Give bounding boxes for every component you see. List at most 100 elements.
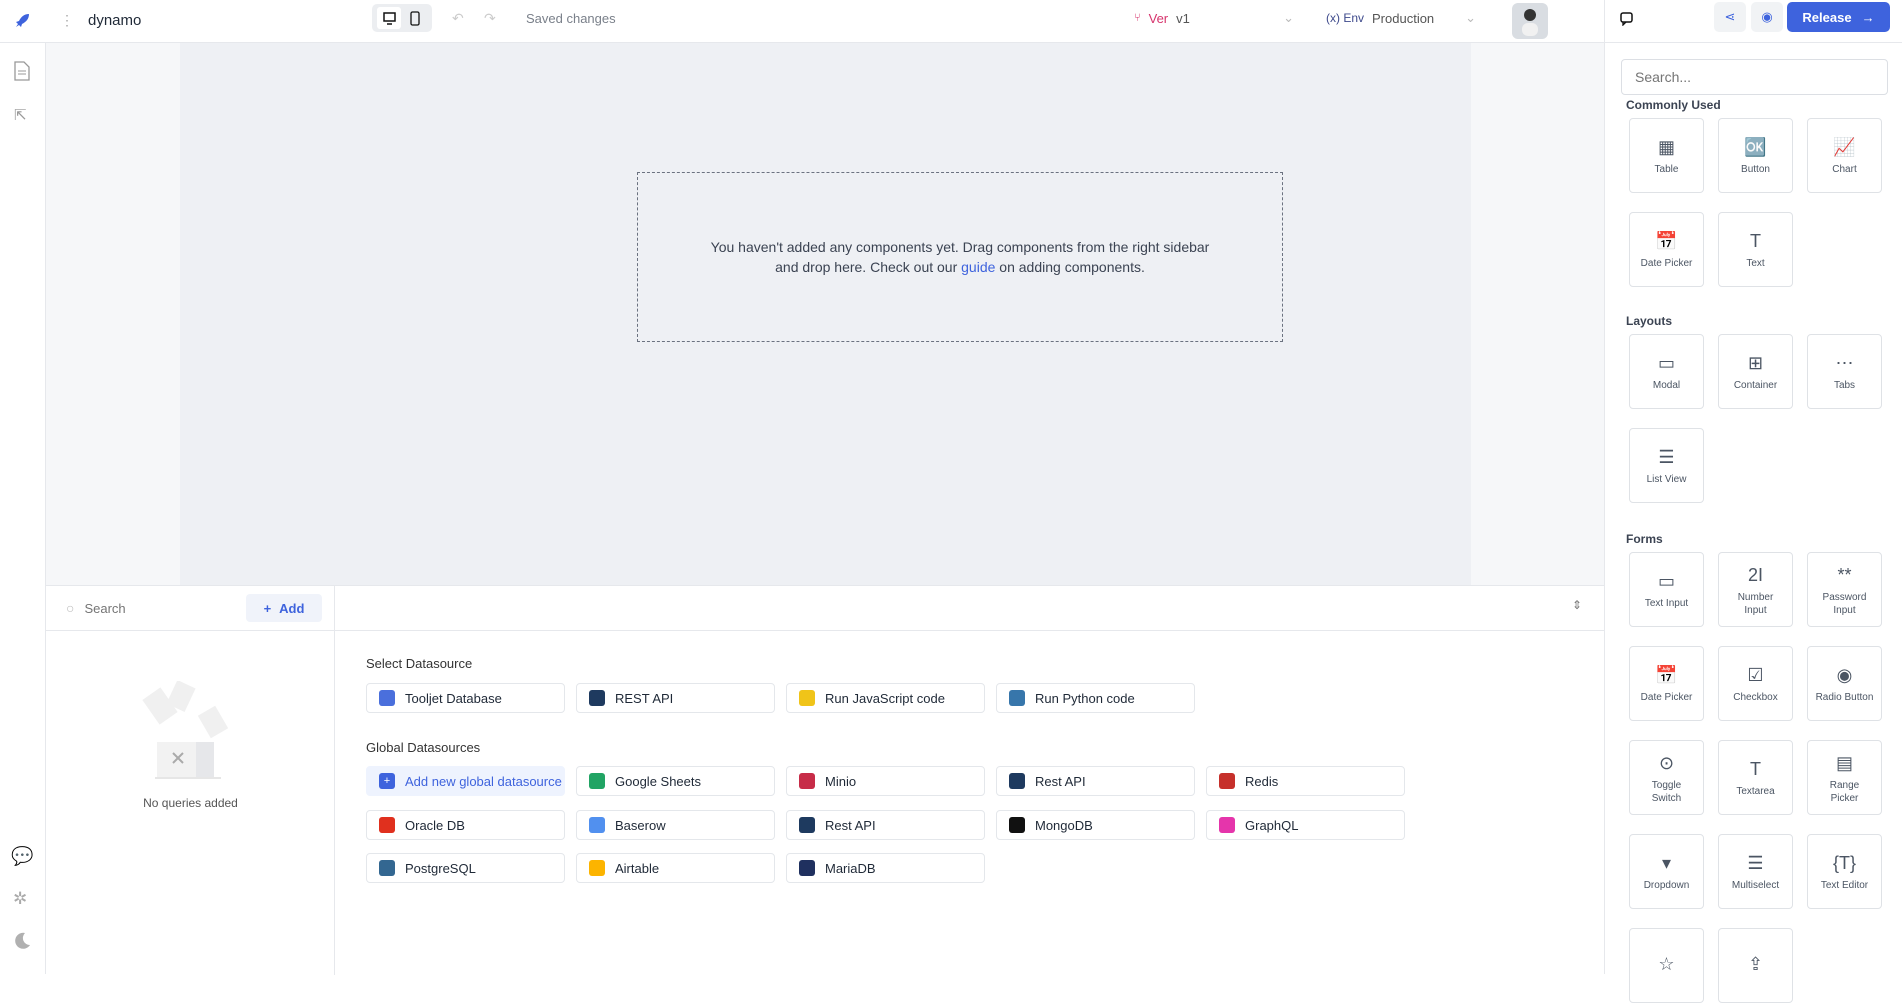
datasource-minio-button[interactable]: Minio bbox=[786, 766, 985, 796]
empty-folder-illustration bbox=[141, 679, 231, 784]
left-rail: ⇱ 💬 ✲ bbox=[0, 43, 46, 974]
multiselect-icon: ☰ bbox=[1747, 853, 1764, 873]
component-label: Dropdown bbox=[1643, 880, 1690, 891]
oracle-icon bbox=[379, 817, 395, 833]
datasource-label: Run Python code bbox=[1035, 690, 1135, 706]
app-canvas[interactable]: You haven't added any components yet. Dr… bbox=[180, 43, 1471, 585]
mobile-icon[interactable] bbox=[403, 10, 427, 26]
datasource-label: Airtable bbox=[615, 860, 660, 876]
datasource-oracle-db-button[interactable]: Oracle DB bbox=[366, 810, 565, 840]
empty-canvas-dropzone[interactable]: You haven't added any components yet. Dr… bbox=[637, 172, 1283, 342]
component-date-picker[interactable]: 📅 Date Picker bbox=[1629, 212, 1704, 287]
debugger-bug-icon[interactable]: ✲ bbox=[13, 889, 28, 908]
component-date-picker[interactable]: 📅 Date Picker bbox=[1629, 646, 1704, 721]
datasource-rest-api-button[interactable]: Rest API bbox=[786, 810, 985, 840]
rest-api-icon bbox=[799, 817, 815, 833]
datasource-selector: Select Datasource Tooljet Database REST A… bbox=[335, 586, 1604, 975]
component-label: Toggle Switch bbox=[1651, 779, 1682, 804]
datasource-run-python-code-button[interactable]: Run Python code bbox=[996, 683, 1195, 713]
datasource-graphql-button[interactable]: GraphQL bbox=[1206, 810, 1405, 840]
component-checkbox[interactable]: ☑ Checkbox bbox=[1718, 646, 1793, 721]
component-item[interactable]: ⇪ bbox=[1718, 928, 1793, 1003]
component-number-input[interactable]: 2I Number Input bbox=[1718, 552, 1793, 627]
component-range-picker[interactable]: ▤ Range Picker bbox=[1807, 740, 1882, 815]
datasource-label: Redis bbox=[1245, 773, 1279, 789]
checkbox-icon: ☑ bbox=[1747, 665, 1764, 685]
version-select[interactable]: ⑂ Ver v1 ⌄ bbox=[1134, 10, 1294, 26]
component-button[interactable]: 🆗 Button bbox=[1718, 118, 1793, 193]
undo-icon[interactable]: ↶ bbox=[452, 10, 464, 26]
datasource-baserow-button[interactable]: Baserow bbox=[576, 810, 775, 840]
section-title: Commonly Used bbox=[1626, 98, 1721, 112]
app-name[interactable]: dynamo bbox=[88, 12, 142, 29]
query-search-input[interactable] bbox=[84, 600, 225, 616]
guide-link[interactable]: guide bbox=[961, 259, 996, 275]
share-button[interactable]: ⋖ bbox=[1714, 2, 1746, 32]
date-picker-icon: 📅 bbox=[1655, 665, 1678, 685]
redo-icon[interactable]: ↷ bbox=[484, 10, 496, 26]
chart-icon: 📈 bbox=[1833, 137, 1856, 157]
component-search-input[interactable] bbox=[1621, 59, 1888, 95]
query-panel: ○ + Add No queries added ⇕ Select Datasou… bbox=[46, 585, 1604, 975]
datasource-mariadb-button[interactable]: MariaDB bbox=[786, 853, 985, 883]
component-text-input[interactable]: ▭ Text Input bbox=[1629, 552, 1704, 627]
datasource-postgresql-button[interactable]: PostgreSQL bbox=[366, 853, 565, 883]
environment-select[interactable]: (x) Env Production ⌄ bbox=[1326, 10, 1476, 26]
component-item[interactable]: ☆ bbox=[1629, 928, 1704, 1003]
component-radio-button[interactable]: ◉ Radio Button bbox=[1807, 646, 1882, 721]
component-icon: ☆ bbox=[1658, 953, 1675, 974]
no-queries-text: No queries added bbox=[143, 796, 238, 810]
user-avatar[interactable] bbox=[1512, 3, 1548, 39]
component-label: Text bbox=[1746, 258, 1765, 269]
menu-dots-icon[interactable]: ⋮ bbox=[60, 12, 74, 28]
datasource-redis-button[interactable]: Redis bbox=[1206, 766, 1405, 796]
datasource-airtable-button[interactable]: Airtable bbox=[576, 853, 775, 883]
add-query-button[interactable]: + Add bbox=[246, 594, 322, 622]
component-tabs[interactable]: ⋯ Tabs bbox=[1807, 334, 1882, 409]
preview-button[interactable]: ◉ bbox=[1751, 2, 1783, 32]
release-button[interactable]: Release → bbox=[1787, 2, 1890, 32]
env-value: Production bbox=[1372, 10, 1435, 26]
component-dropdown[interactable]: ▾ Dropdown bbox=[1629, 834, 1704, 909]
list-view-icon: ☰ bbox=[1658, 447, 1675, 467]
section-title: Layouts bbox=[1626, 314, 1673, 328]
component-container[interactable]: ⊞ Container bbox=[1718, 334, 1793, 409]
component-text[interactable]: T Text bbox=[1718, 212, 1793, 287]
javascript-icon bbox=[799, 690, 815, 706]
datasource-label: REST API bbox=[615, 690, 674, 706]
component-chart[interactable]: 📈 Chart bbox=[1807, 118, 1882, 193]
minio-icon bbox=[799, 773, 815, 789]
comments-icon[interactable] bbox=[1620, 12, 1634, 26]
component-label: Date Picker bbox=[1640, 258, 1693, 269]
component-label: Chart bbox=[1832, 164, 1857, 175]
google-sheets-icon bbox=[589, 773, 605, 789]
component-text-editor[interactable]: {T} Text Editor bbox=[1807, 834, 1882, 909]
canvas-area: You haven't added any components yet. Dr… bbox=[46, 43, 1604, 585]
pages-icon[interactable] bbox=[13, 61, 31, 84]
component-multiselect[interactable]: ☰ Multiselect bbox=[1718, 834, 1793, 909]
datasource-rest-api-button[interactable]: Rest API bbox=[996, 766, 1195, 796]
datasource-label: PostgreSQL bbox=[405, 860, 476, 876]
add-global-datasource-button[interactable]: + Add new global datasource bbox=[366, 766, 565, 796]
datasource-rest-api-button[interactable]: REST API bbox=[576, 683, 775, 713]
datasource-tooljet-database-button[interactable]: Tooljet Database bbox=[366, 683, 565, 713]
component-textarea[interactable]: T Textarea bbox=[1718, 740, 1793, 815]
airtable-icon bbox=[589, 860, 605, 876]
datasource-google-sheets-button[interactable]: Google Sheets bbox=[576, 766, 775, 796]
release-label: Release bbox=[1802, 9, 1852, 25]
collapse-panel-icon[interactable]: ⇕ bbox=[1571, 598, 1582, 612]
component-toggle-switch[interactable]: ⊙ Toggle Switch bbox=[1629, 740, 1704, 815]
component-modal[interactable]: ▭ Modal bbox=[1629, 334, 1704, 409]
text-icon: T bbox=[1750, 231, 1761, 251]
datasource-run-javascript-code-button[interactable]: Run JavaScript code bbox=[786, 683, 985, 713]
datasource-mongodb-button[interactable]: MongoDB bbox=[996, 810, 1195, 840]
inspector-cursor-icon[interactable]: ⇱ bbox=[14, 107, 27, 124]
rocket-logo-icon[interactable] bbox=[12, 11, 32, 31]
desktop-icon[interactable] bbox=[377, 7, 401, 29]
component-table[interactable]: ▦ Table bbox=[1629, 118, 1704, 193]
search-icon: ○ bbox=[66, 600, 75, 616]
chat-support-icon[interactable]: 💬 bbox=[11, 846, 34, 866]
component-list-view[interactable]: ☰ List View bbox=[1629, 428, 1704, 503]
component-password-input[interactable]: ** Password Input bbox=[1807, 552, 1882, 627]
dark-mode-moon-icon[interactable] bbox=[12, 931, 32, 954]
